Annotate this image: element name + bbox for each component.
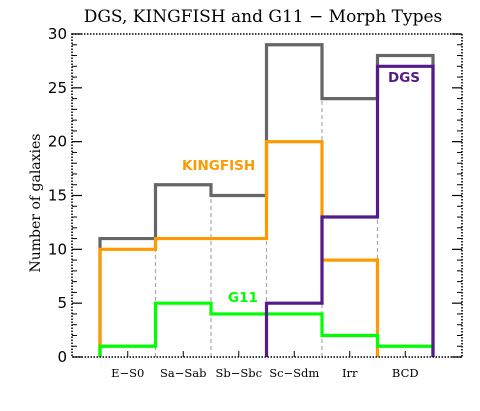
x-tick-label-5: BCD (392, 366, 419, 380)
y-axis-label: Number of galaxies (28, 134, 44, 273)
y-tick-label-6: 30 (48, 25, 67, 43)
y-tick-label-3: 15 (48, 187, 67, 205)
x-tick-label-0: E−S0 (111, 366, 144, 380)
series-label-g11: G11 (228, 290, 258, 306)
series-label-dgs: DGS (388, 70, 420, 86)
y-tick-label-5: 25 (48, 79, 67, 97)
x-tick-label-4: Irr (342, 366, 358, 380)
series-kingfish (98, 140, 380, 357)
x-tick-label-2: Sb−Sbc (215, 366, 262, 380)
y-tick-label-0: 0 (57, 348, 67, 366)
y-tick-label-1: 5 (57, 294, 67, 312)
series-dgs (264, 64, 435, 357)
series-line-kingfish (98, 140, 380, 357)
x-tick-label-3: Sc−Sdm (269, 366, 319, 380)
series-line-total (98, 43, 435, 357)
series-line-dgs (264, 64, 435, 357)
chart-title: DGS, KINGFISH and G11 − Morph Types (84, 7, 443, 27)
y-tick-label-4: 20 (48, 133, 67, 151)
y-tick-label-2: 10 (48, 240, 67, 258)
x-tick-label-1: Sa−Sab (160, 366, 206, 380)
axes: 0 5 10 15 20 25 30 E−S0 Sa−Sab Sb−Sbc Sc−Sdm Irr BCD (48, 25, 463, 380)
series-label-kingfish: KINGFISH (182, 158, 255, 174)
series-total (98, 43, 435, 357)
series-layer (98, 43, 435, 357)
